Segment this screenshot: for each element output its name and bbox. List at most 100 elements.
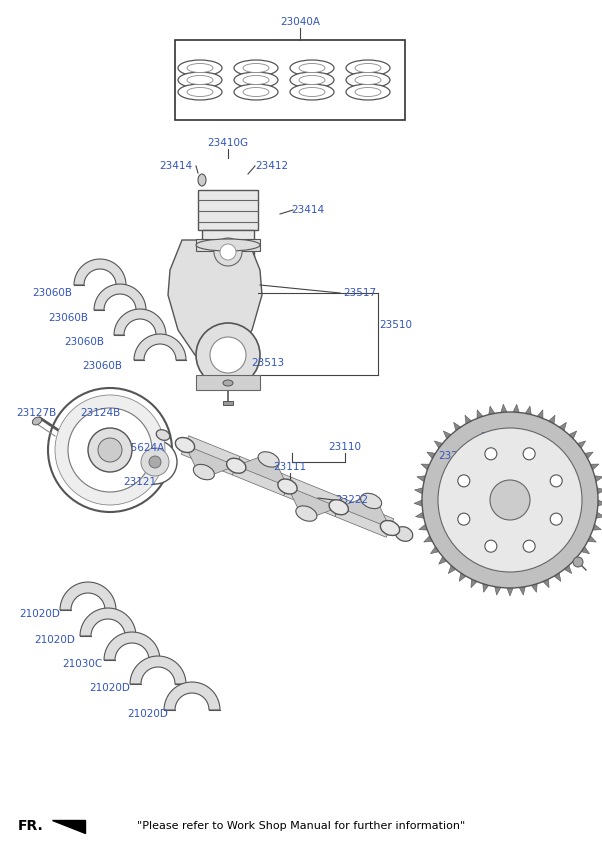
Polygon shape (526, 406, 532, 415)
Polygon shape (94, 284, 146, 310)
Text: 25624A: 25624A (124, 443, 164, 453)
Text: 23412: 23412 (255, 161, 288, 171)
Polygon shape (483, 583, 489, 592)
Polygon shape (581, 547, 589, 554)
Polygon shape (543, 579, 549, 588)
Polygon shape (537, 410, 543, 418)
Text: 23212: 23212 (438, 451, 471, 461)
Polygon shape (80, 608, 136, 636)
Polygon shape (459, 573, 466, 582)
Ellipse shape (355, 87, 381, 97)
Ellipse shape (178, 84, 222, 100)
Ellipse shape (355, 75, 381, 85)
Polygon shape (130, 656, 186, 684)
Ellipse shape (296, 506, 317, 522)
Ellipse shape (299, 64, 325, 72)
Polygon shape (577, 441, 586, 449)
Circle shape (55, 395, 165, 505)
Polygon shape (573, 556, 582, 564)
Polygon shape (134, 334, 186, 360)
Polygon shape (104, 632, 160, 660)
Polygon shape (74, 259, 126, 285)
Polygon shape (424, 536, 432, 542)
Polygon shape (559, 422, 566, 431)
Polygon shape (448, 566, 456, 573)
Polygon shape (532, 583, 537, 592)
Polygon shape (443, 431, 451, 439)
Bar (196, 239, 260, 251)
Ellipse shape (346, 72, 390, 88)
Circle shape (133, 440, 177, 484)
Ellipse shape (290, 60, 334, 76)
Circle shape (68, 408, 152, 492)
Circle shape (485, 448, 497, 460)
Polygon shape (495, 587, 501, 595)
Circle shape (249, 240, 259, 250)
Bar (198, 190, 258, 230)
Polygon shape (417, 476, 426, 482)
Text: 23060B: 23060B (48, 313, 88, 323)
Ellipse shape (198, 174, 206, 186)
Circle shape (214, 238, 242, 266)
Bar (223, 401, 233, 405)
Text: 23060B: 23060B (32, 288, 72, 298)
Polygon shape (335, 498, 394, 538)
Ellipse shape (234, 60, 278, 76)
Polygon shape (430, 547, 439, 554)
Text: 23200B: 23200B (480, 432, 520, 442)
Circle shape (197, 240, 207, 250)
Polygon shape (60, 582, 116, 610)
Circle shape (210, 337, 246, 373)
Ellipse shape (243, 87, 269, 97)
Ellipse shape (346, 84, 390, 100)
Polygon shape (501, 404, 507, 412)
Text: 21020D: 21020D (128, 709, 169, 719)
Ellipse shape (196, 239, 260, 251)
Polygon shape (339, 498, 390, 528)
Ellipse shape (33, 417, 42, 425)
Text: 23414: 23414 (291, 205, 324, 215)
Circle shape (438, 428, 582, 572)
Polygon shape (513, 404, 519, 412)
Polygon shape (548, 416, 555, 424)
Polygon shape (554, 573, 561, 582)
Polygon shape (415, 512, 424, 518)
Polygon shape (453, 422, 461, 431)
Text: 21020D: 21020D (90, 683, 131, 693)
Text: 23311A: 23311A (510, 531, 550, 541)
Text: 23517: 23517 (343, 288, 377, 298)
Ellipse shape (243, 75, 269, 85)
Text: FR.: FR. (18, 819, 44, 833)
Polygon shape (52, 820, 85, 833)
Polygon shape (564, 566, 572, 573)
Text: 23414: 23414 (160, 161, 193, 171)
Circle shape (573, 557, 583, 567)
Text: 23510: 23510 (379, 320, 412, 330)
Polygon shape (232, 456, 291, 496)
Text: 23127B: 23127B (16, 408, 56, 418)
Text: 23410G: 23410G (208, 138, 249, 148)
Polygon shape (585, 452, 593, 459)
Bar (202, 230, 254, 260)
Ellipse shape (346, 60, 390, 76)
Text: 23040A: 23040A (280, 17, 320, 27)
Polygon shape (519, 587, 526, 595)
Text: 23060B: 23060B (64, 337, 104, 347)
Circle shape (141, 448, 169, 476)
Text: 23111: 23111 (273, 462, 306, 472)
Polygon shape (597, 488, 602, 494)
Ellipse shape (329, 499, 349, 515)
Text: "Please refer to Work Shop Manual for further information": "Please refer to Work Shop Manual for fu… (137, 821, 465, 831)
Polygon shape (591, 464, 599, 470)
Bar (196, 375, 260, 390)
Ellipse shape (178, 72, 222, 88)
Text: 23222: 23222 (335, 495, 368, 505)
Circle shape (458, 513, 470, 525)
Ellipse shape (187, 64, 213, 72)
Polygon shape (507, 588, 513, 596)
Text: 23110: 23110 (329, 442, 361, 452)
Polygon shape (185, 445, 236, 475)
Polygon shape (168, 240, 262, 365)
Circle shape (458, 475, 470, 487)
Polygon shape (114, 309, 166, 335)
